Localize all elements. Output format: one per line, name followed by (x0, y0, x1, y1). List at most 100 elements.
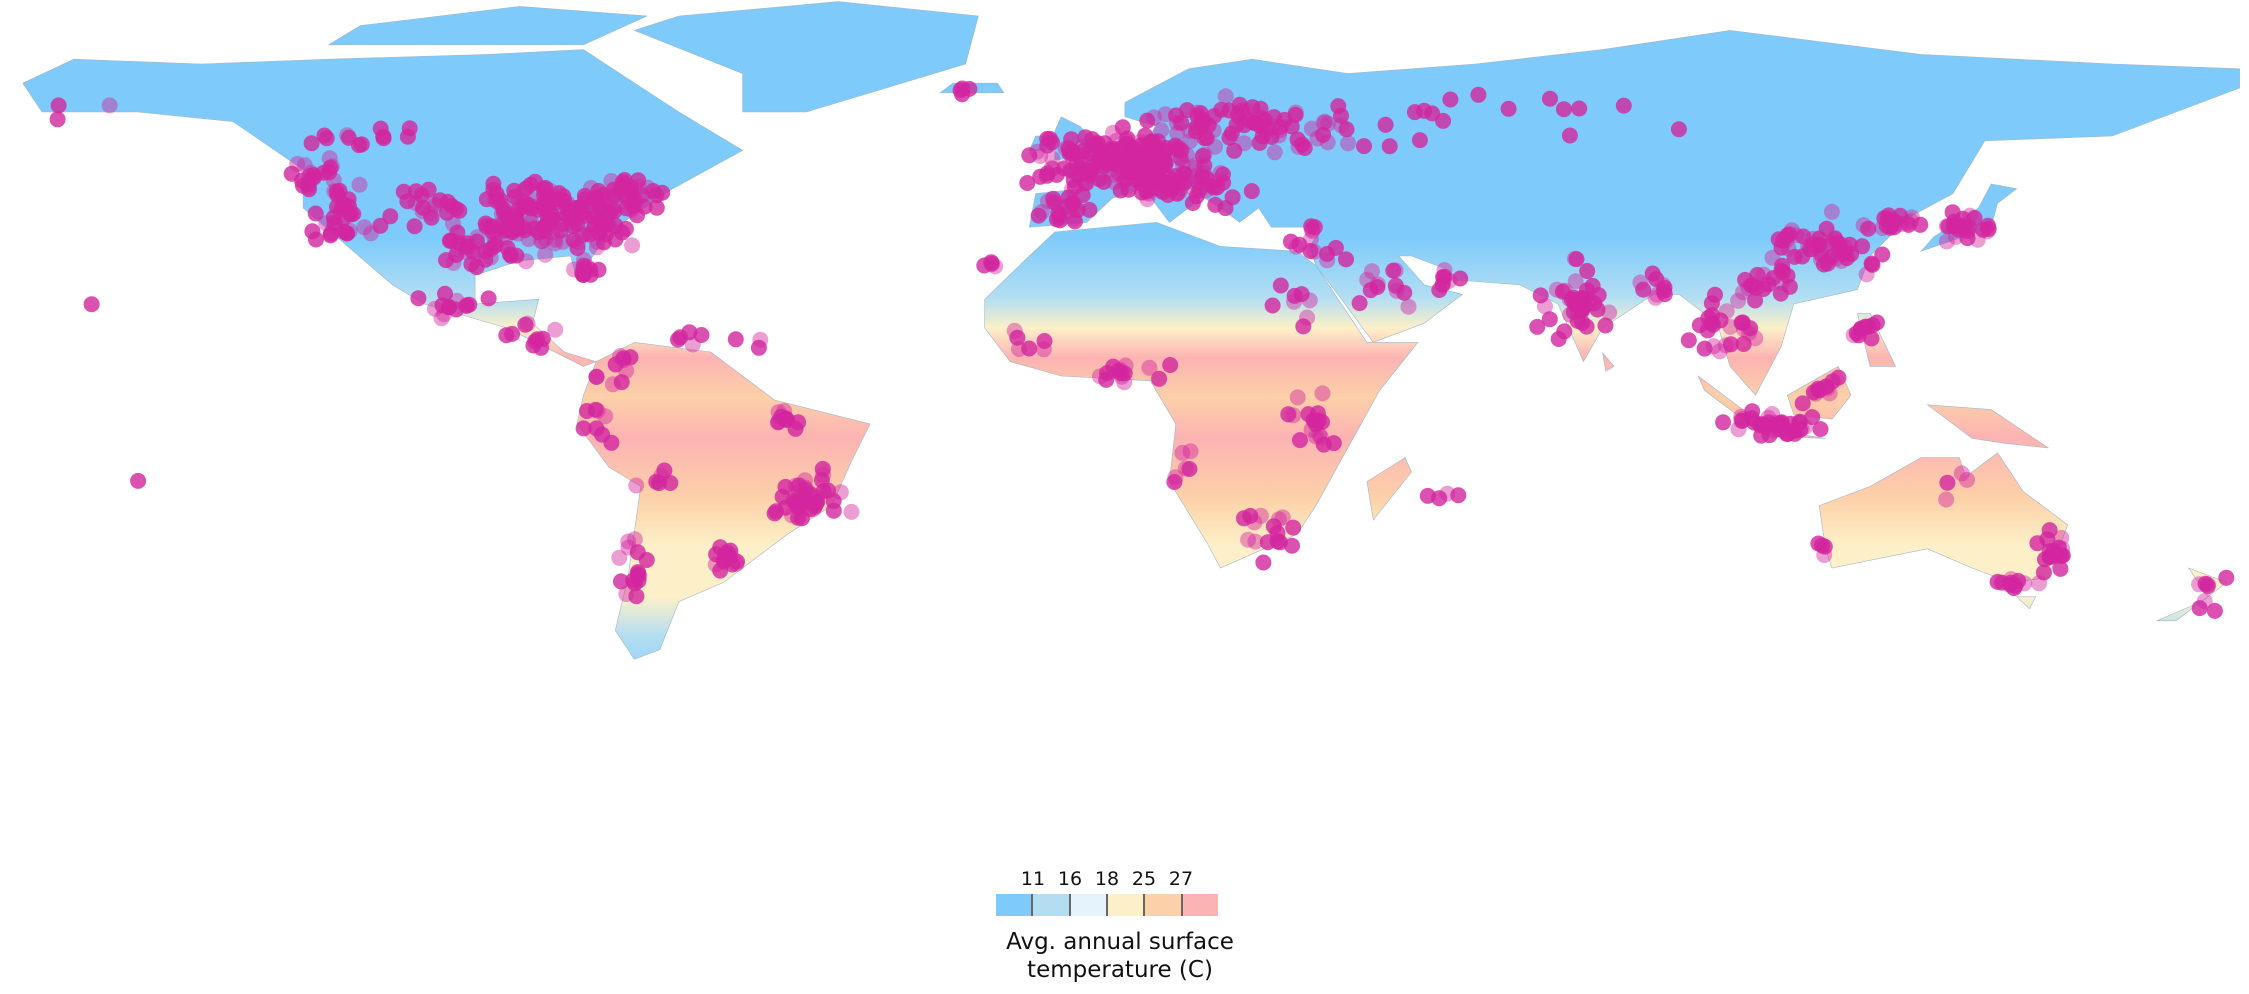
location-marker (628, 588, 645, 605)
location-marker (1153, 159, 1170, 176)
temperature-legend: 11 16 18 25 27 Avg. annual surface tempe… (990, 868, 1250, 984)
location-marker (1244, 99, 1261, 116)
location-marker (1435, 112, 1452, 129)
location-marker (1979, 223, 1996, 240)
location-marker (1556, 282, 1573, 299)
location-marker (50, 97, 67, 114)
location-marker (1938, 491, 1955, 508)
location-marker (1009, 329, 1026, 346)
location-marker (2199, 578, 2216, 595)
location-marker (1021, 340, 1038, 357)
location-marker (1811, 382, 1828, 399)
location-marker (1718, 337, 1734, 354)
location-marker (448, 292, 465, 309)
location-marker (1271, 127, 1287, 144)
location-marker (480, 290, 497, 307)
location-marker (1351, 295, 1368, 312)
location-marker (776, 403, 793, 419)
location-marker (1235, 510, 1252, 527)
location-marker (616, 176, 633, 193)
location-marker (382, 208, 399, 225)
location-marker (597, 408, 614, 425)
location-marker (322, 225, 339, 242)
location-marker (1735, 336, 1752, 352)
location-marker (1171, 184, 1187, 201)
location-marker (339, 127, 356, 144)
location-marker (1730, 421, 1747, 438)
location-marker (1280, 406, 1297, 423)
location-marker (1295, 318, 1312, 335)
location-marker (1742, 320, 1759, 337)
location-marker (653, 467, 670, 484)
location-marker (1112, 149, 1128, 166)
legend-tick: 16 (1057, 868, 1083, 890)
north-america-landmass (22, 49, 744, 367)
location-marker (1804, 409, 1821, 426)
location-marker (1703, 295, 1720, 312)
location-marker (1850, 327, 1867, 344)
location-marker (1139, 112, 1156, 129)
location-marker (790, 509, 807, 526)
location-marker (693, 327, 710, 343)
new-guinea-landmass (1926, 404, 2049, 449)
location-marker (623, 184, 640, 201)
location-marker (1950, 221, 1967, 238)
location-marker (768, 503, 785, 520)
location-marker (338, 225, 355, 242)
location-marker (406, 218, 423, 235)
location-marker (1711, 343, 1728, 360)
location-marker (1450, 487, 1467, 504)
location-marker (1272, 277, 1289, 294)
location-marker (2199, 576, 2216, 593)
location-marker (322, 159, 339, 176)
location-marker (1431, 282, 1448, 298)
location-marker (1959, 471, 1975, 488)
location-marker (1823, 203, 1840, 220)
location-marker (1200, 117, 1217, 134)
location-marker (1181, 461, 1198, 477)
location-marker (1387, 262, 1404, 279)
location-marker (485, 175, 502, 192)
location-marker (304, 223, 321, 240)
location-marker (1201, 177, 1218, 194)
location-marker (1133, 174, 1150, 190)
location-marker (1656, 286, 1673, 303)
location-marker (1568, 251, 1585, 268)
location-marker (547, 321, 564, 338)
location-marker (1315, 126, 1332, 143)
location-marker (1213, 101, 1230, 118)
location-marker (1146, 109, 1162, 126)
location-marker (1173, 142, 1190, 159)
location-marker (1182, 122, 1198, 139)
location-marker (555, 188, 572, 205)
location-marker (1364, 263, 1380, 280)
location-marker (1470, 86, 1487, 103)
location-marker (629, 544, 646, 561)
location-marker (575, 420, 592, 437)
location-marker (1500, 100, 1517, 117)
location-marker (1215, 174, 1232, 191)
location-marker (1356, 138, 1372, 155)
legend-swatch (1182, 894, 1218, 916)
location-marker (1561, 127, 1578, 144)
location-marker (1333, 117, 1350, 134)
location-marker (1765, 270, 1782, 287)
location-marker (604, 199, 621, 216)
location-marker (1584, 277, 1601, 294)
location-marker (594, 426, 611, 443)
location-marker (1387, 277, 1404, 294)
location-marker (1869, 314, 1885, 331)
location-marker (843, 503, 860, 520)
legend-title-line1: Avg. annual surface (1006, 929, 1234, 955)
location-marker (626, 531, 643, 548)
location-marker (791, 477, 807, 494)
location-marker (439, 193, 456, 210)
location-marker (565, 232, 582, 248)
location-marker (1064, 196, 1081, 212)
location-marker (1737, 271, 1754, 288)
location-marker (1021, 147, 1038, 164)
location-marker (1529, 318, 1546, 335)
location-marker (1138, 153, 1154, 170)
location-marker (1293, 286, 1310, 303)
